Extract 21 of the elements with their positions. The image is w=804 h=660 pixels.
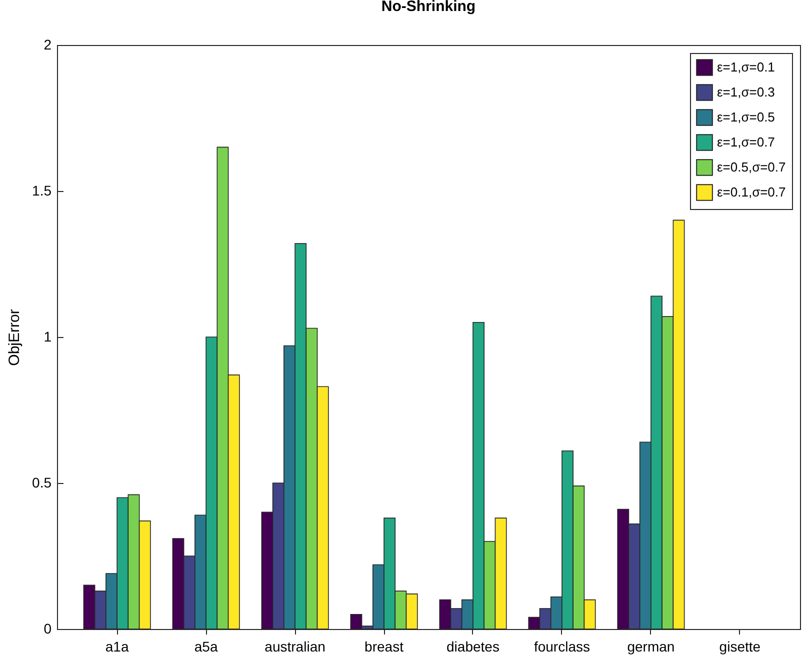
legend-label: ε=1,σ=0.3: [717, 84, 775, 100]
legend-label: ε=1,σ=0.1: [717, 60, 775, 74]
legend-label: ε=1,σ=0.5: [717, 110, 775, 124]
y-tick-label: 0: [44, 620, 52, 636]
legend-label: ε=0.5,σ=0.7: [717, 160, 786, 174]
x-tick-label: german: [627, 638, 675, 654]
x-tick-label: a5a: [194, 638, 218, 654]
chart-title: No-Shrinking: [381, 0, 476, 15]
y-tick-label: 1: [44, 328, 52, 344]
x-tick-label: fourclass: [534, 638, 590, 654]
y-tick-label: 1.5: [32, 182, 52, 198]
legend-label: ε=0.1,σ=0.7: [717, 184, 786, 200]
x-tick-label: australian: [264, 638, 326, 654]
y-tick-label: 2: [44, 36, 52, 52]
x-tick-label: breast: [364, 638, 404, 654]
y-tick-label: 0.5: [32, 474, 52, 490]
x-tick-label: diabetes: [446, 638, 500, 654]
x-tick-label: a1a: [105, 638, 129, 654]
legend-label: ε=1,σ=0.7: [717, 134, 775, 150]
y-axis-title: ObjError: [6, 309, 24, 366]
x-tick-label: gisette: [719, 638, 761, 654]
